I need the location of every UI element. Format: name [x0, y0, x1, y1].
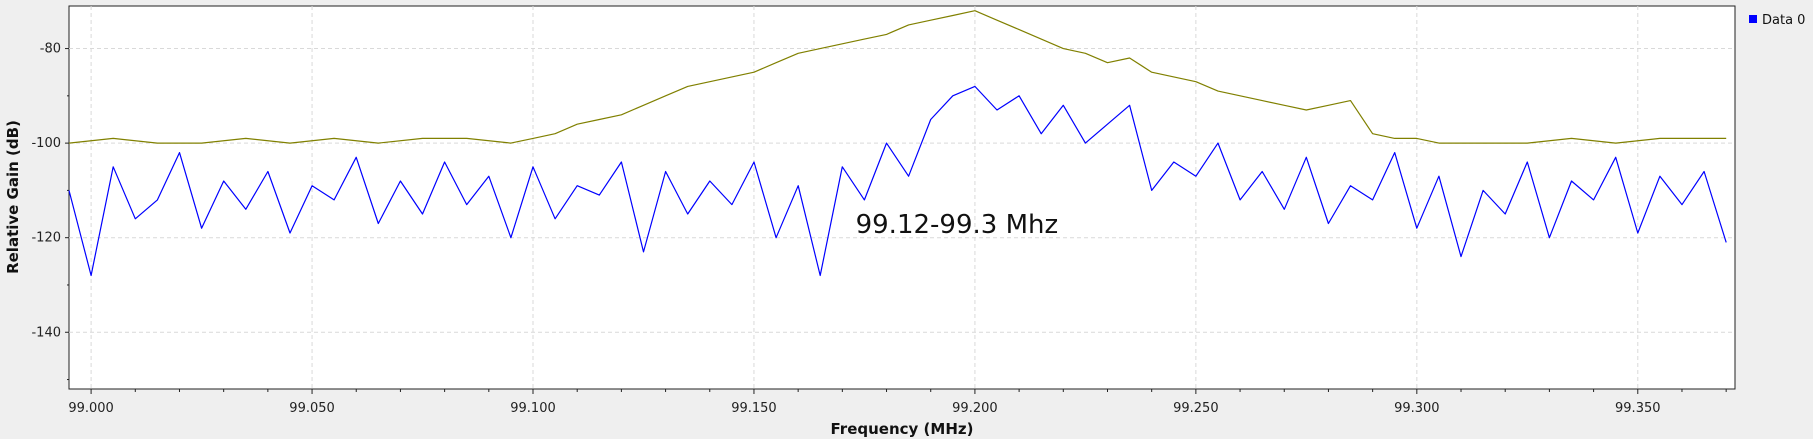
x-tick-label-2: 99.100: [510, 401, 556, 416]
legend-swatch-data-0: [1749, 15, 1757, 23]
x-tick-label-6: 99.300: [1394, 401, 1440, 416]
x-tick-label-1: 99.050: [289, 401, 335, 416]
x-axis: 99.000 99.050 99.100 99.150 99.200 99.250 99.3…: [68, 389, 1727, 416]
legend: Data 0: [1749, 13, 1805, 28]
x-tick-label-0: 99.000: [68, 401, 114, 416]
y-tick-label-3: -140: [31, 325, 61, 340]
series-line-1: [68, 10, 1727, 144]
x-tick-label-5: 99.250: [1173, 401, 1219, 416]
x-axis-title: Frequency (MHz): [831, 420, 974, 438]
y-axis: -80 -100 -120 -140: [31, 42, 69, 381]
series-layer: [68, 10, 1727, 277]
y-tick-label-0: -80: [40, 42, 61, 57]
frequency-range-annotation: 99.12-99.3 Mhz: [856, 210, 1059, 240]
x-tick-label-3: 99.150: [731, 401, 777, 416]
legend-label-data-0: Data 0: [1762, 13, 1805, 28]
series-line-0: [68, 85, 1727, 277]
plot-area: [68, 5, 1736, 390]
y-axis-title: Relative Gain (dB): [4, 120, 22, 274]
x-tick-label-7: 99.350: [1615, 401, 1661, 416]
x-tick-label-4: 99.200: [952, 401, 998, 416]
y-tick-label-1: -100: [31, 136, 61, 151]
y-tick-label-2: -120: [31, 231, 61, 246]
